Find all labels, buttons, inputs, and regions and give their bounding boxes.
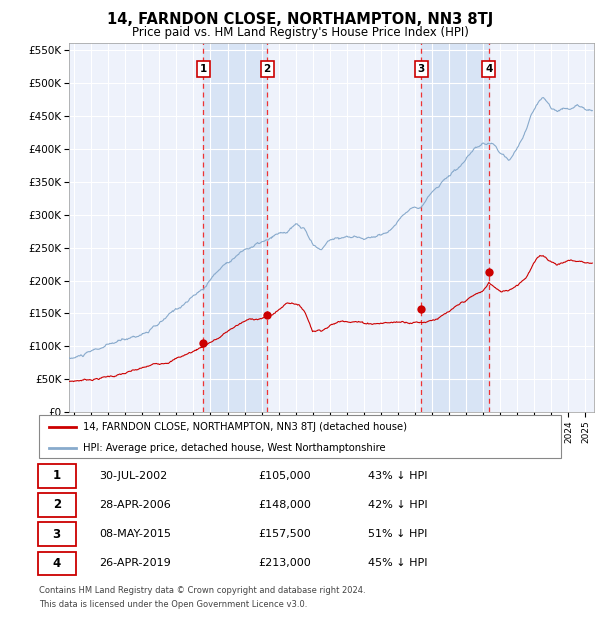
Text: 14, FARNDON CLOSE, NORTHAMPTON, NN3 8TJ: 14, FARNDON CLOSE, NORTHAMPTON, NN3 8TJ xyxy=(107,12,493,27)
Text: 30-JUL-2002: 30-JUL-2002 xyxy=(99,471,167,481)
Text: Price paid vs. HM Land Registry's House Price Index (HPI): Price paid vs. HM Land Registry's House … xyxy=(131,26,469,39)
Text: 45% ↓ HPI: 45% ↓ HPI xyxy=(368,558,427,569)
Text: 1: 1 xyxy=(53,469,61,482)
Text: £148,000: £148,000 xyxy=(258,500,311,510)
Text: 14, FARNDON CLOSE, NORTHAMPTON, NN3 8TJ (detached house): 14, FARNDON CLOSE, NORTHAMPTON, NN3 8TJ … xyxy=(83,422,407,432)
Text: 2: 2 xyxy=(263,64,271,74)
Text: 08-MAY-2015: 08-MAY-2015 xyxy=(99,529,171,539)
FancyBboxPatch shape xyxy=(38,494,76,516)
Text: 3: 3 xyxy=(418,64,425,74)
FancyBboxPatch shape xyxy=(38,523,76,546)
Text: HPI: Average price, detached house, West Northamptonshire: HPI: Average price, detached house, West… xyxy=(83,443,386,453)
Text: 4: 4 xyxy=(485,64,493,74)
Text: 2: 2 xyxy=(53,498,61,511)
Text: 28-APR-2006: 28-APR-2006 xyxy=(99,500,171,510)
Text: 1: 1 xyxy=(200,64,207,74)
FancyBboxPatch shape xyxy=(38,552,76,575)
Text: This data is licensed under the Open Government Licence v3.0.: This data is licensed under the Open Gov… xyxy=(39,600,307,609)
Text: 51% ↓ HPI: 51% ↓ HPI xyxy=(368,529,427,539)
FancyBboxPatch shape xyxy=(38,464,76,487)
Text: £213,000: £213,000 xyxy=(258,558,311,569)
Text: 4: 4 xyxy=(53,557,61,570)
Text: 43% ↓ HPI: 43% ↓ HPI xyxy=(368,471,427,481)
Bar xyxy=(203,43,267,412)
Text: Contains HM Land Registry data © Crown copyright and database right 2024.: Contains HM Land Registry data © Crown c… xyxy=(39,586,365,595)
Text: 26-APR-2019: 26-APR-2019 xyxy=(99,558,171,569)
Text: £157,500: £157,500 xyxy=(258,529,311,539)
Text: 3: 3 xyxy=(53,528,61,541)
Bar xyxy=(421,43,489,412)
Text: 42% ↓ HPI: 42% ↓ HPI xyxy=(368,500,427,510)
Text: £105,000: £105,000 xyxy=(258,471,311,481)
